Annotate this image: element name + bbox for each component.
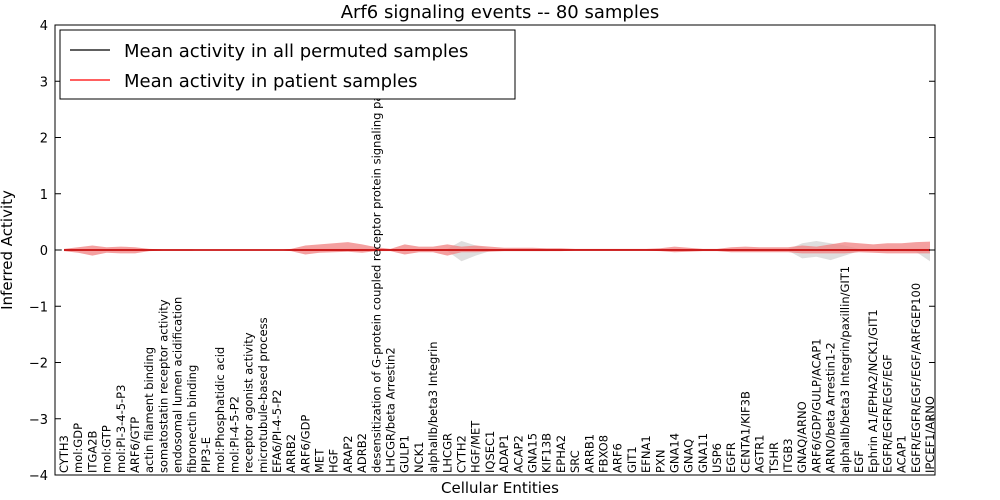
x-category-label: LHCGR bbox=[440, 433, 454, 473]
x-category-label: GNA15 bbox=[526, 433, 540, 473]
x-category-label: receptor agonist activity bbox=[242, 332, 256, 473]
x-category-label: ITGB3 bbox=[781, 438, 795, 473]
x-category-label: PIP3-E bbox=[199, 437, 213, 473]
x-category-label: ARRB2 bbox=[284, 434, 298, 473]
x-category-label: ADAP1 bbox=[497, 434, 511, 473]
x-category-label: NCK1 bbox=[412, 442, 426, 474]
x-category-label: ADRB2 bbox=[355, 433, 369, 473]
x-category-label: HGF/MET bbox=[469, 420, 483, 473]
x-category-label: GIT1 bbox=[625, 446, 639, 473]
y-tick-label: −4 bbox=[29, 469, 48, 484]
legend-label-patient: Mean activity in patient samples bbox=[124, 71, 418, 92]
x-category-label: actin filament binding bbox=[142, 347, 156, 473]
y-tick-label: 1 bbox=[40, 188, 48, 203]
x-category-label: ARNO/beta Arrestin1-2 bbox=[824, 342, 838, 473]
x-category-label: IQSEC1 bbox=[483, 431, 497, 473]
x-category-label: SRC bbox=[568, 450, 582, 473]
x-category-label: mol:Phosphatidic acid bbox=[213, 347, 227, 473]
legend-label-permuted: Mean activity in all permuted samples bbox=[124, 41, 468, 62]
x-axis-label: Cellular Entities bbox=[441, 479, 559, 497]
x-category-label: mol:GTP bbox=[100, 425, 114, 473]
x-category-label: GULP1 bbox=[398, 435, 412, 473]
x-category-label: FBXO8 bbox=[597, 435, 611, 473]
x-category-label: ITGA2B bbox=[85, 430, 99, 473]
x-category-label: mol:PI-4-5-P2 bbox=[227, 396, 241, 473]
x-category-label: EGFR/EGFR/EGF/EGF bbox=[880, 354, 894, 473]
x-category-label: somatostatin receptor activity bbox=[156, 299, 170, 473]
x-category-label: ARRB1 bbox=[582, 434, 596, 473]
patient-confidence-band bbox=[64, 241, 930, 256]
y-tick-label: 3 bbox=[40, 75, 48, 90]
y-tick-label: 0 bbox=[40, 244, 48, 259]
x-category-label: USP6 bbox=[710, 443, 724, 473]
x-category-label: GNAQ bbox=[682, 439, 696, 473]
x-category-label: ACAP2 bbox=[511, 435, 525, 473]
x-category-label: GNA11 bbox=[696, 433, 710, 473]
x-category-label: HGF bbox=[327, 449, 341, 473]
x-category-label: fibronectin binding bbox=[185, 365, 199, 473]
x-category-label: LHCGR/beta Arrestin2 bbox=[384, 347, 398, 473]
x-category-label: CYTH2 bbox=[455, 435, 469, 473]
y-tick-label: −2 bbox=[29, 357, 48, 372]
x-category-label: alphaIIb/beta3 Integrin/paxillin/GIT1 bbox=[838, 266, 852, 473]
x-category-label: MET bbox=[313, 448, 327, 473]
y-tick-label: 2 bbox=[40, 132, 48, 147]
x-category-label: EGFR/EGFR/EGF/EGF/ARFGEP100 bbox=[909, 283, 923, 473]
x-category-label: EGF bbox=[852, 450, 866, 473]
y-axis-label: Inferred Activity bbox=[0, 190, 16, 310]
chart-title: Arf6 signaling events -- 80 samples bbox=[341, 2, 660, 23]
x-category-label: desensitization of G-protein coupled rec… bbox=[369, 59, 383, 473]
x-category-label: PXN bbox=[653, 450, 667, 473]
x-category-label: KIF13B bbox=[540, 433, 554, 473]
x-category-label: CENTA1/KIF3B bbox=[738, 391, 752, 473]
x-category-label: ARF6/GDP bbox=[298, 415, 312, 473]
x-category-label: GNA14 bbox=[668, 433, 682, 473]
legend: Mean activity in all permuted samples Me… bbox=[59, 29, 516, 100]
legend-box bbox=[59, 29, 516, 100]
x-category-label: mol:PI-3-4-5-P3 bbox=[114, 385, 128, 473]
x-category-label: GNAQ/ARNO bbox=[795, 401, 809, 473]
x-category-label: EPHA2 bbox=[554, 435, 568, 473]
x-category-label: AGTR1 bbox=[753, 435, 767, 474]
y-tick-label: −1 bbox=[29, 300, 48, 315]
x-category-label: ARAP2 bbox=[341, 435, 355, 473]
y-tick-label: 4 bbox=[40, 19, 48, 34]
x-category-label: EGFR bbox=[724, 442, 738, 473]
x-category-label: CYTH3 bbox=[57, 435, 71, 473]
y-axis-ticks: −4 −3 −2 −1 0 1 2 3 4 bbox=[29, 19, 935, 484]
x-category-label: alphaIIb/beta3 Integrin bbox=[426, 341, 440, 473]
x-category-label: ARF6/GTP bbox=[128, 417, 142, 473]
x-category-label: Ephrin A1/EPHA2/NCK1/GIT1 bbox=[866, 309, 880, 473]
y-tick-label: −3 bbox=[29, 413, 48, 428]
x-axis-category-labels: CYTH3 mol:GDP ITGA2B mol:GTP mol:PI-3-4-5-P3… bbox=[57, 59, 937, 474]
x-category-label: ARF6/GDP/GULP/ACAP1 bbox=[809, 338, 823, 473]
x-category-label: ARF6 bbox=[611, 443, 625, 473]
x-category-label: IPCEF1/ARNO bbox=[923, 396, 937, 473]
x-category-label: ACAP1 bbox=[895, 435, 909, 473]
plot-area bbox=[55, 241, 935, 262]
x-category-label: microtubule-based process bbox=[256, 317, 270, 473]
x-category-label: endosomal lumen acidification bbox=[171, 297, 185, 473]
x-category-label: EFA6/PI-4-5-P2 bbox=[270, 389, 284, 473]
x-category-label: EFNA1 bbox=[639, 435, 653, 473]
x-category-label: mol:GDP bbox=[71, 423, 85, 473]
x-category-label: TSHR bbox=[767, 442, 781, 474]
